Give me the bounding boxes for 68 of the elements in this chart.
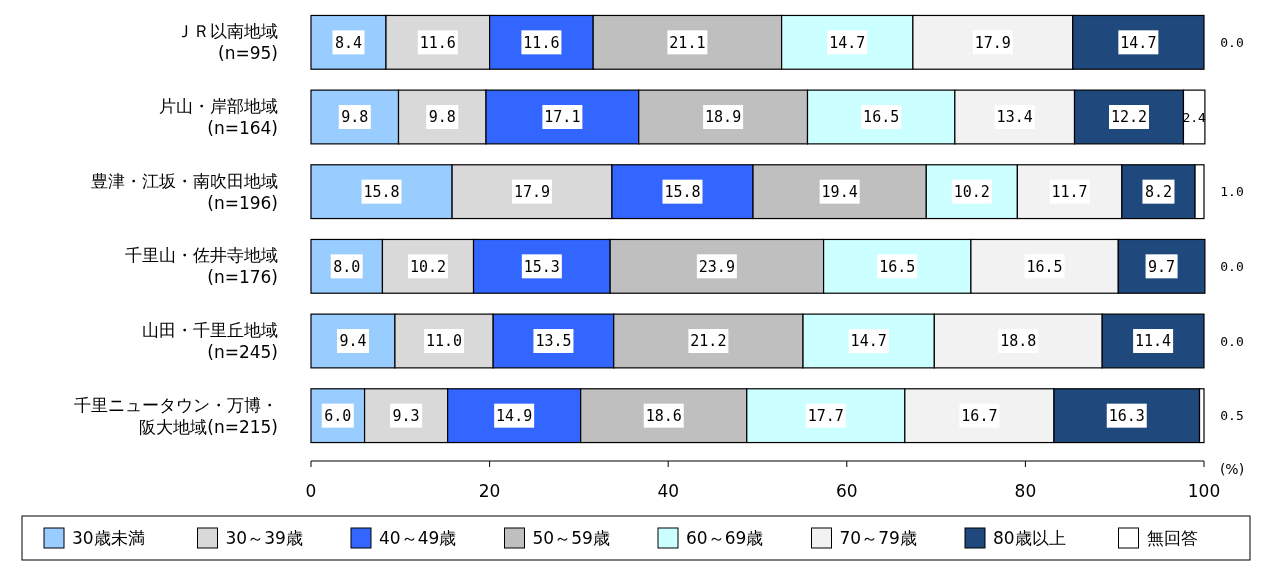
data-label: 0.0: [1220, 34, 1244, 50]
data-label: 15.3: [523, 257, 560, 276]
data-label: 16.5: [863, 108, 900, 127]
data-label: 8.4: [334, 33, 363, 52]
data-label: 11.6: [523, 33, 560, 52]
data-label: 16.3: [1108, 406, 1145, 425]
data-label: 23.9: [698, 257, 735, 276]
x-tick-label: 60: [835, 481, 858, 501]
data-label: 8.0: [333, 257, 361, 276]
legend-label: 40～49歳: [379, 527, 457, 548]
y-tick-label: 千里山・佐井寺地域 (n=176): [125, 245, 278, 288]
data-label: 17.7: [807, 406, 844, 425]
data-label: 8.2: [1144, 182, 1172, 201]
y-tick-label: 千里ニュータウン・万博・阪大地域(n=215): [74, 394, 278, 437]
x-axis-title: (%): [1219, 461, 1245, 477]
y-tick-label: 豊津・江坂・南吹田地域 (n=196): [91, 170, 278, 213]
data-label: 9.7: [1148, 257, 1176, 276]
legend-label: 70～79歳: [839, 527, 917, 548]
data-label: 19.4: [821, 182, 858, 201]
data-label: 9.4: [339, 332, 367, 351]
y-tick-label: ＪＲ以南地域 (n=95): [176, 21, 278, 64]
data-label: 21.1: [669, 33, 706, 52]
data-label: 10.2: [953, 182, 990, 201]
legend-label: 30歳未満: [72, 527, 145, 548]
data-label: 16.5: [1026, 257, 1063, 276]
data-label: 16.7: [961, 406, 998, 425]
x-tick-label: 100: [1187, 481, 1221, 501]
legend-label: 50～59歳: [532, 527, 610, 548]
data-label: 9.8: [341, 108, 369, 127]
data-label: 10.2: [409, 257, 447, 276]
y-tick-label: 山田・千里丘地域 (n=245): [142, 319, 278, 362]
data-label: 12.2: [1110, 108, 1148, 127]
data-label: 1.0: [1220, 184, 1244, 200]
x-tick-label: 40: [657, 481, 680, 501]
x-tick-label: 0: [305, 481, 317, 501]
data-label: 11.0: [425, 332, 463, 351]
data-label: 11.7: [1051, 182, 1088, 201]
data-label: 16.5: [879, 257, 916, 276]
data-label: 18.6: [645, 406, 682, 425]
data-label: 14.9: [496, 406, 533, 425]
data-label: 9.3: [392, 406, 420, 425]
y-tick-label: 片山・岸部地域 (n=164): [159, 95, 278, 138]
data-label: 17.9: [513, 182, 551, 201]
legend-label: 60～69歳: [686, 527, 764, 548]
legend-label: 80歳以上: [993, 527, 1066, 548]
data-label: 0.0: [1220, 333, 1244, 349]
data-label: 13.5: [535, 332, 572, 351]
data-label: 15.8: [363, 182, 400, 201]
data-label: 6.0: [324, 406, 352, 425]
data-label: 15.8: [664, 182, 701, 201]
data-label: 9.8: [428, 108, 456, 127]
data-label: 21.2: [690, 332, 727, 351]
data-label: 13.4: [996, 108, 1033, 127]
data-label: 0.0: [1220, 258, 1244, 274]
legend-label: 無回答: [1146, 527, 1198, 548]
legend-label: 30～39歳: [225, 527, 303, 548]
data-label: 17.1: [544, 108, 581, 127]
data-label: 17.9: [974, 33, 1011, 52]
x-tick-label: 20: [478, 481, 501, 501]
data-label: 11.4: [1135, 332, 1172, 351]
data-label: 14.7: [829, 33, 866, 52]
data-label: 14.7: [850, 332, 887, 351]
data-label: 11.6: [419, 33, 456, 52]
data-label: 0.5: [1220, 408, 1244, 424]
data-label: 18.9: [705, 108, 742, 127]
data-label: 14.7: [1120, 33, 1157, 52]
data-label: 18.8: [1000, 332, 1037, 351]
x-tick-label: 80: [1014, 481, 1037, 501]
